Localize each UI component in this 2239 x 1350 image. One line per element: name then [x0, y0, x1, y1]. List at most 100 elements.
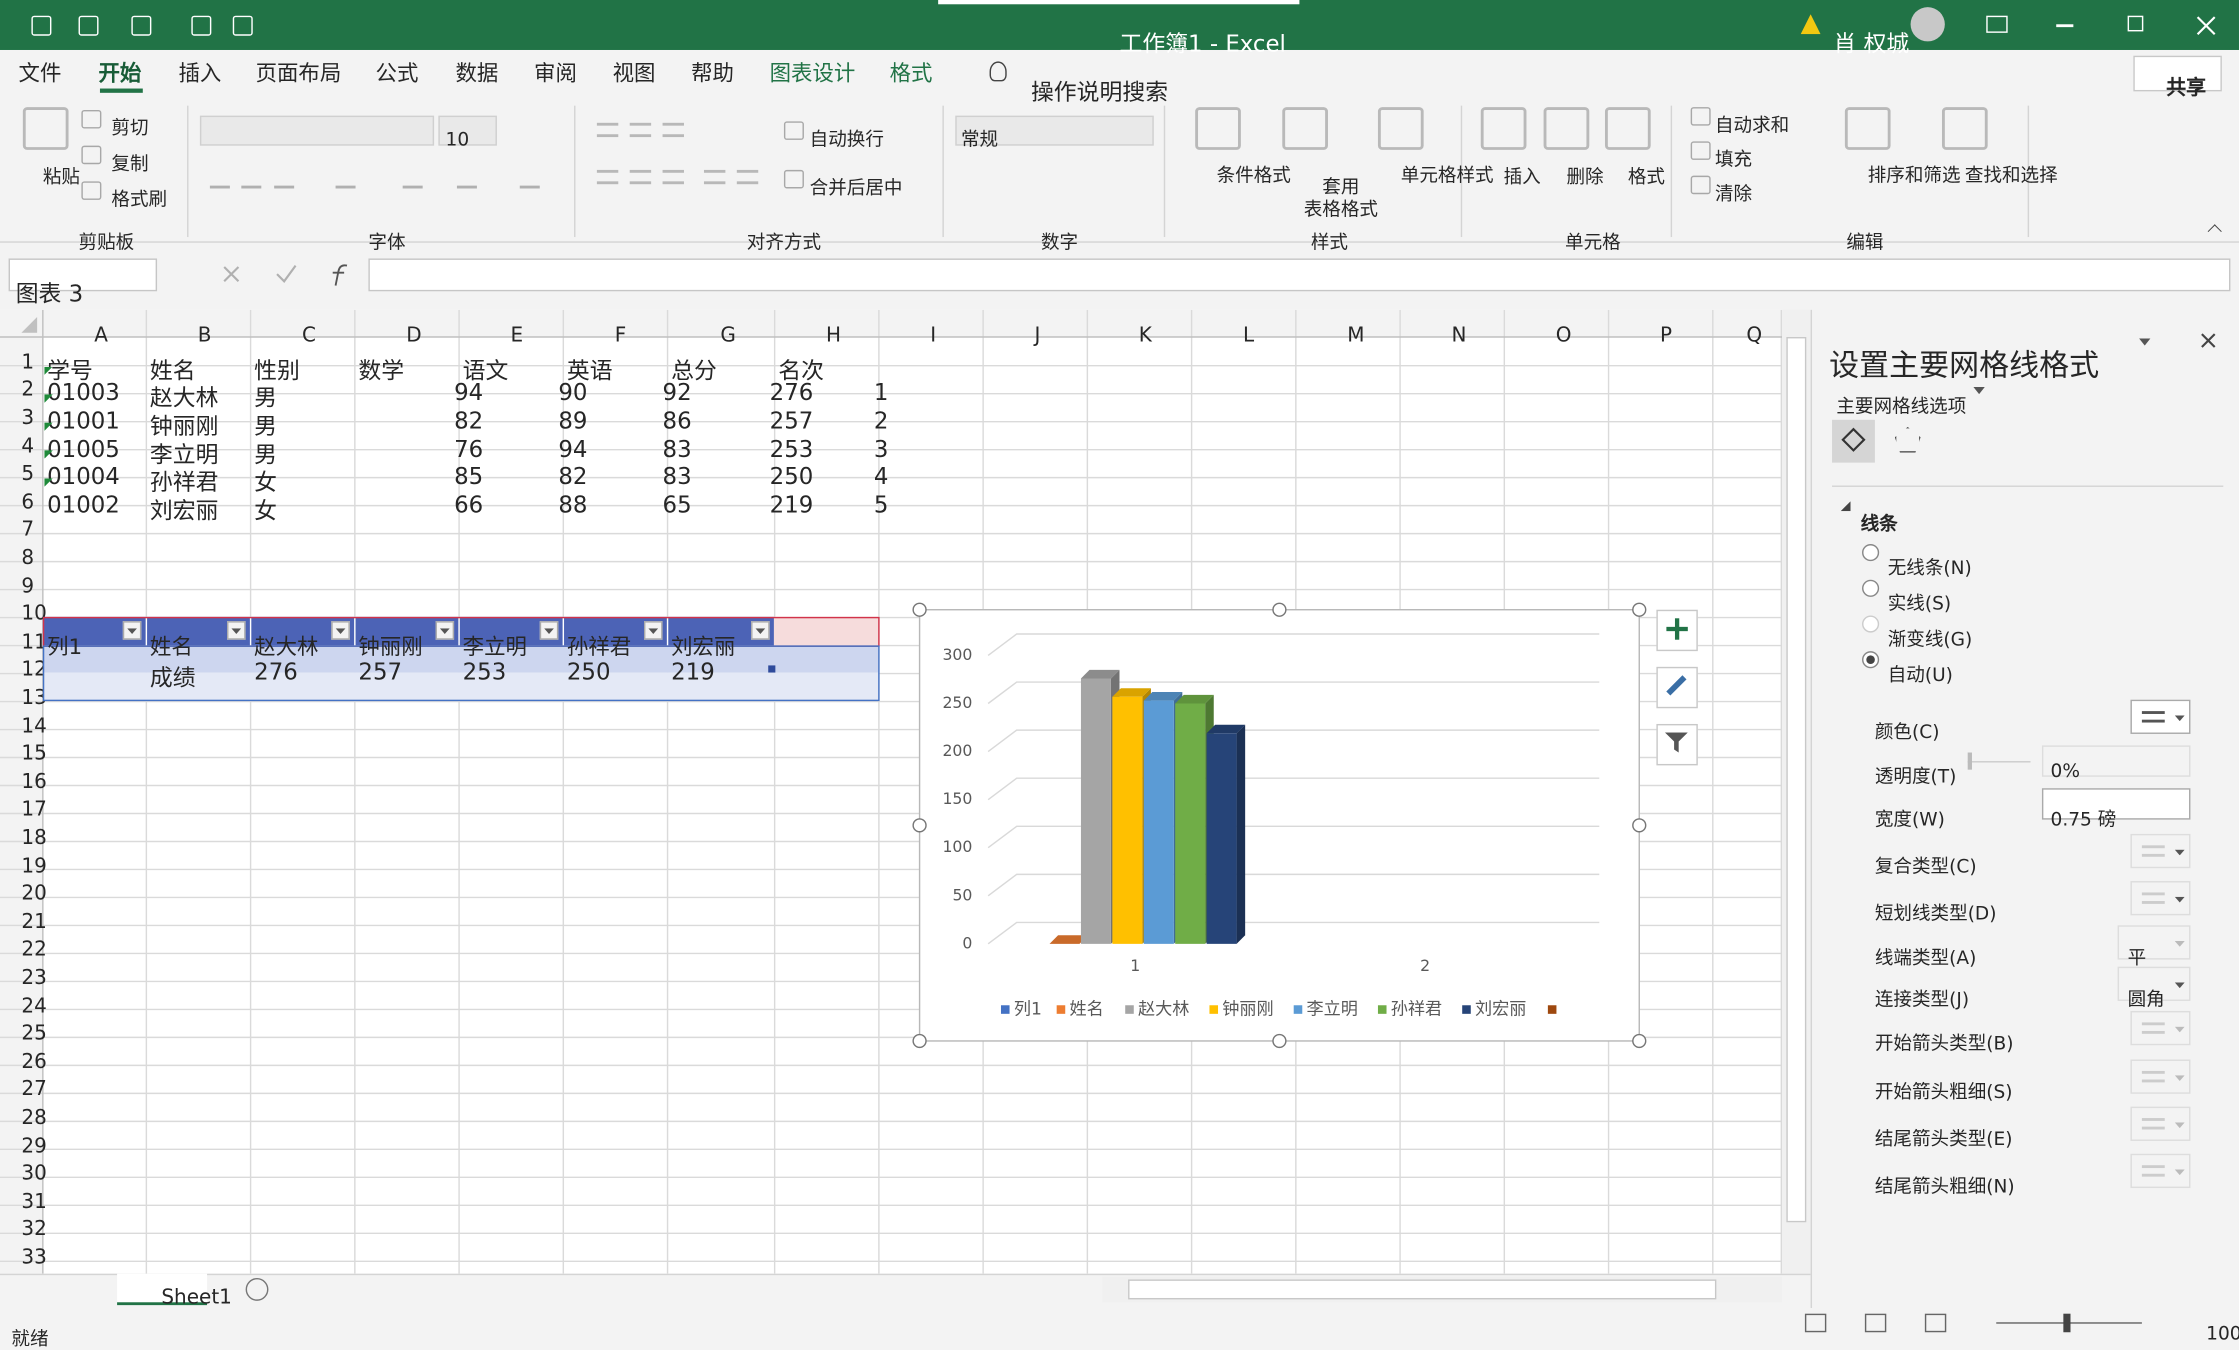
row-header[interactable]: 14: [21, 714, 47, 738]
name-box[interactable]: [8, 258, 158, 292]
column-header[interactable]: D: [406, 324, 422, 347]
table-header-cell[interactable]: 刘宏丽: [671, 633, 736, 660]
ribbon-button[interactable]: 剪切: [111, 118, 149, 140]
cell[interactable]: 数学: [358, 356, 405, 384]
row-header[interactable]: 9: [21, 574, 35, 598]
row-header[interactable]: 5: [21, 462, 35, 486]
table-cell[interactable]: 250: [566, 658, 611, 686]
cell[interactable]: 66: [454, 490, 484, 519]
resize-handle[interactable]: [912, 818, 927, 833]
cell[interactable]: 总分: [671, 356, 717, 384]
cell[interactable]: 92: [662, 378, 692, 407]
cell[interactable]: 219: [769, 490, 814, 519]
ribbon-button[interactable]: 格式刷: [111, 189, 168, 212]
cell[interactable]: 4: [873, 462, 889, 491]
menu-tab[interactable]: 插入: [178, 60, 222, 87]
cell[interactable]: 女: [254, 468, 278, 496]
ribbon-button[interactable]: 套用 表格格式: [1303, 177, 1378, 222]
quick-access-button[interactable]: [131, 15, 152, 36]
fill-line-tab[interactable]: [1832, 419, 1875, 463]
cell[interactable]: 赵大林: [149, 384, 219, 412]
column-header[interactable]: O: [1555, 324, 1572, 347]
cell[interactable]: 01002: [47, 490, 120, 519]
cell[interactable]: 5: [873, 490, 889, 519]
cell[interactable]: 英语: [566, 356, 613, 384]
row-header[interactable]: 27: [21, 1078, 47, 1102]
cell[interactable]: 男: [254, 440, 278, 468]
section-header[interactable]: 线条: [1860, 514, 1898, 536]
menu-tab[interactable]: 审阅: [534, 60, 577, 87]
radio-label[interactable]: 渐变线(G): [1887, 629, 1973, 652]
cell[interactable]: 男: [254, 412, 278, 440]
property-label[interactable]: 短划线类型(D): [1874, 903, 1997, 926]
row-header[interactable]: 28: [21, 1106, 47, 1130]
row-header[interactable]: 10: [21, 602, 47, 626]
quick-access-button[interactable]: [232, 15, 253, 36]
minimize-button[interactable]: [2056, 24, 2074, 27]
cell[interactable]: 3: [873, 434, 889, 463]
cell[interactable]: 女: [254, 496, 278, 524]
pane-close[interactable]: [2196, 328, 2219, 351]
cell[interactable]: 89: [558, 406, 588, 435]
ribbon-button[interactable]: 自动换行: [809, 129, 884, 152]
ribbon-button[interactable]: 排序和筛选: [1867, 165, 1961, 188]
menu-tab[interactable]: 图表设计: [769, 60, 856, 87]
font-button[interactable]: [402, 168, 423, 189]
cell[interactable]: 94: [454, 378, 484, 407]
sheet-tab[interactable]: [117, 1273, 208, 1306]
row-header[interactable]: 30: [21, 1162, 47, 1186]
menu-tab[interactable]: 页面布局: [255, 60, 342, 87]
quick-access-button[interactable]: [78, 15, 99, 36]
align-button[interactable]: [662, 169, 684, 185]
view-button[interactable]: [1804, 1313, 1827, 1333]
property-dropdown[interactable]: [2130, 1153, 2191, 1189]
property-value[interactable]: 0.75 磅: [2050, 809, 2117, 832]
share-label[interactable]: 共享: [2166, 77, 2207, 100]
property-label[interactable]: 透明度(T): [1874, 766, 1957, 789]
row-header[interactable]: 24: [21, 994, 47, 1018]
font-button[interactable]: [209, 168, 230, 189]
ribbon-display-button[interactable]: [1986, 15, 2008, 33]
column-header[interactable]: P: [1659, 324, 1673, 347]
column-header[interactable]: F: [614, 324, 627, 347]
cell[interactable]: 2: [873, 406, 889, 435]
align-button[interactable]: [662, 122, 684, 138]
add-sheet-button[interactable]: [245, 1277, 269, 1301]
menu-tab[interactable]: 帮助: [691, 60, 734, 87]
table-header-cell[interactable]: 李立明: [462, 633, 527, 660]
table-header-cell[interactable]: 赵大林: [254, 633, 319, 660]
column-header[interactable]: C: [302, 324, 316, 347]
ribbon-button[interactable]: 删除: [1566, 167, 1604, 189]
row-header[interactable]: 7: [21, 518, 35, 542]
property-label[interactable]: 结尾箭头类型(E): [1874, 1129, 2013, 1151]
cell[interactable]: 语文: [462, 356, 509, 384]
cell[interactable]: 76: [454, 434, 484, 463]
pane-menu-arrow[interactable]: [2139, 338, 2151, 346]
cell[interactable]: 82: [454, 406, 484, 435]
column-header[interactable]: J: [1034, 324, 1041, 347]
cell[interactable]: 钟丽刚: [149, 412, 219, 440]
resize-handle[interactable]: [1632, 818, 1647, 833]
cell[interactable]: 01003: [47, 378, 120, 407]
cell[interactable]: 90: [558, 378, 588, 407]
row-header[interactable]: 12: [21, 658, 47, 682]
property-label[interactable]: 线端类型(A): [1874, 948, 1977, 970]
resize-handle[interactable]: [1272, 602, 1287, 617]
cell[interactable]: 276: [769, 378, 814, 407]
row-header[interactable]: 21: [21, 910, 47, 934]
property-value[interactable]: 圆角: [2127, 989, 2165, 1011]
transparency-slider[interactable]: [1967, 761, 2031, 763]
row-header[interactable]: 33: [21, 1246, 47, 1270]
menu-tab[interactable]: 公式: [375, 60, 419, 87]
ribbon-button[interactable]: 复制: [111, 154, 149, 176]
zoom-level[interactable]: 100%: [2206, 1323, 2239, 1346]
column-header[interactable]: B: [197, 324, 212, 347]
row-header[interactable]: 13: [21, 686, 47, 710]
chart-styles-button[interactable]: [1656, 666, 1698, 709]
menu-tab[interactable]: 格式: [889, 60, 933, 87]
ribbon-button[interactable]: 粘贴: [42, 167, 80, 189]
column-header[interactable]: I: [930, 324, 937, 347]
resize-handle[interactable]: [912, 1033, 927, 1049]
row-header[interactable]: 32: [21, 1218, 47, 1242]
row-header[interactable]: 26: [21, 1050, 47, 1074]
